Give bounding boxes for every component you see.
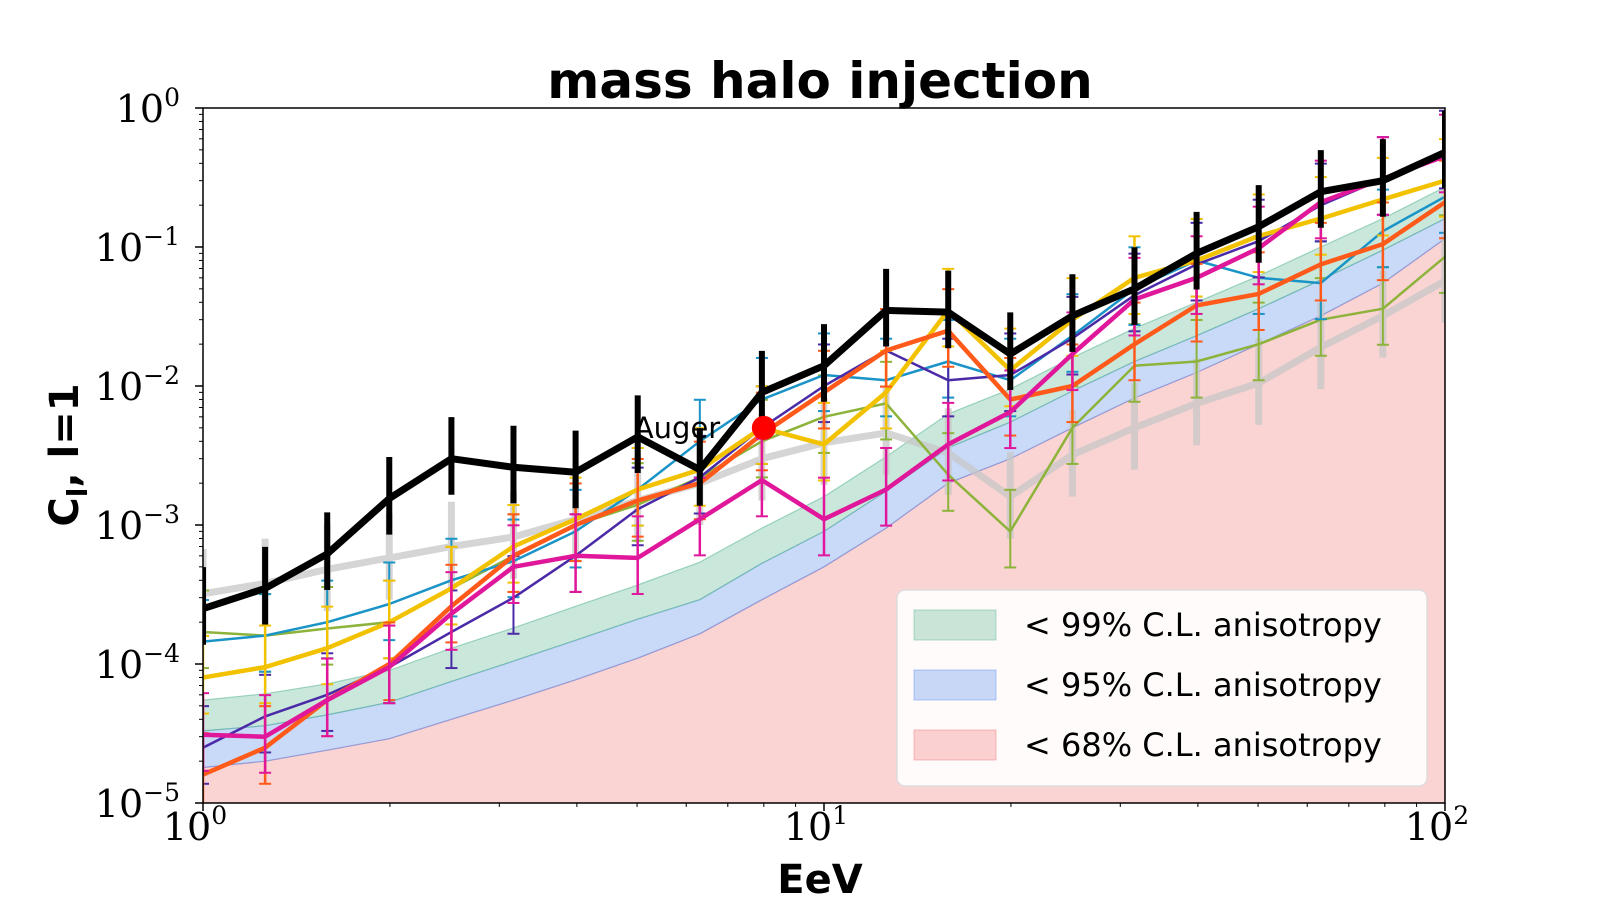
ticks-layer: 100 101 102 100 10−1 10−2 10−3 10−4 10−5	[95, 83, 1469, 849]
line-black	[203, 149, 1445, 613]
series-black	[203, 110, 1445, 645]
series-magenta	[203, 113, 1445, 774]
legend-swatch	[913, 729, 997, 761]
y-axis-label: Cl, l=1	[42, 383, 94, 526]
legend-label: < 95% C.L. anisotropy	[1024, 666, 1382, 704]
legend-label: < 68% C.L. anisotropy	[1024, 726, 1382, 764]
x-tick-label: 100	[163, 801, 227, 849]
auger-label: Auger	[634, 411, 720, 445]
x-axis-label: EeV	[777, 857, 862, 900]
y-tick-label: 10−4	[95, 639, 180, 687]
y-tick-label: 10−2	[95, 361, 180, 409]
line-magenta	[203, 154, 1445, 739]
chart-title: mass halo injection	[547, 52, 1092, 110]
y-axis-label-suffix: , l=1	[42, 383, 88, 487]
legend: < 99% C.L. anisotropy < 95% C.L. anisotro…	[896, 589, 1428, 787]
y-tick-label: 10−5	[95, 778, 180, 826]
y-axis-label-main: C	[42, 497, 88, 526]
y-tick-label: 10−1	[95, 222, 180, 270]
legend-swatch	[913, 669, 997, 701]
legend-box	[896, 589, 1428, 787]
annotation-layer: Auger	[634, 411, 776, 445]
y-tick-label: 100	[116, 83, 180, 131]
series-layer	[203, 109, 1445, 803]
x-tick-label: 102	[1405, 801, 1469, 849]
x-tick-label: 101	[784, 801, 848, 849]
legend-swatch	[913, 609, 997, 641]
line-yellow	[203, 178, 1445, 680]
y-axis-label-sub: l	[61, 488, 94, 498]
legend-label: < 99% C.L. anisotropy	[1024, 606, 1382, 644]
auger-point	[751, 415, 776, 440]
y-tick-label: 10−3	[95, 500, 180, 548]
